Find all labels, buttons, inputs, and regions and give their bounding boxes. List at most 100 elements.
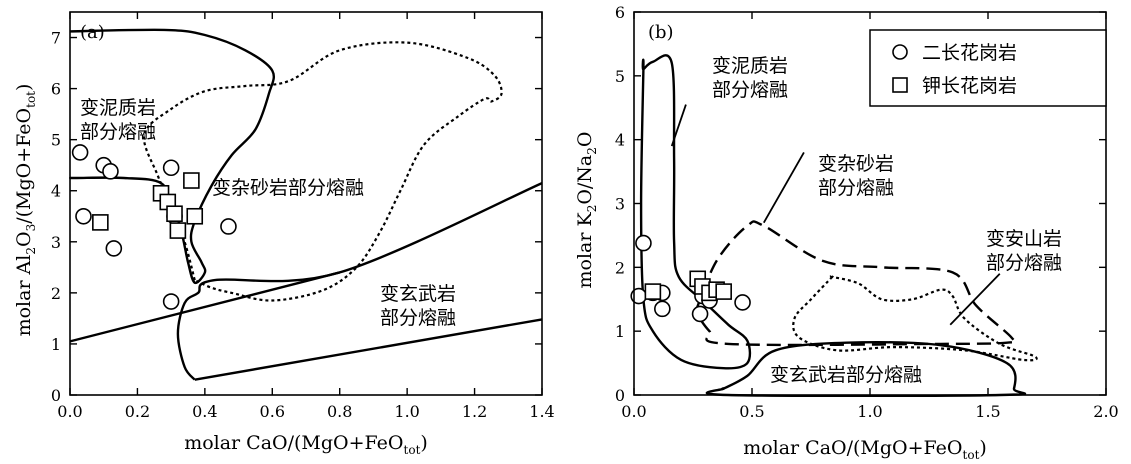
panel-b-region-pelite-line2: 部分熔融: [712, 79, 788, 101]
panel-a-region-2-boundary: [176, 182, 543, 381]
panel-b-point-circle: [691, 305, 709, 323]
panel-b-x-tick-label: 0.5: [739, 402, 764, 421]
panel-a-y-tick-label: 7: [51, 29, 61, 48]
panel-a-y-tick-label: 5: [51, 131, 61, 150]
panel-a-region-pelite-line1: 变泥质岩: [80, 97, 156, 119]
panel-a-x-axis-label-main: molar CaO/(MgO+FeO: [184, 432, 403, 454]
panel-b-y-axis-label-p2: O/Na: [574, 155, 596, 205]
panel-a-point-square: [169, 222, 187, 239]
panel-b-region-label-greywacke: 变杂砂岩 部分熔融: [818, 153, 900, 199]
panel-a-x-tick-label: 0.0: [57, 402, 82, 421]
panel-a-region-2-upper-line: [69, 271, 341, 343]
panel-a-x-tick-label: 0.8: [327, 402, 352, 421]
panel-a-x-tick-label: 1.0: [394, 402, 419, 421]
panel-a-x-tick-label: 1.2: [462, 402, 487, 421]
panel-a-point-circle: [102, 163, 119, 180]
panel-b-point-circle: [734, 294, 751, 311]
panel-b-region-2-boundary: [792, 273, 1038, 362]
panel-b-label: (b): [648, 22, 674, 43]
panel-b-x-tick-label: 1.5: [975, 402, 1000, 421]
legend-circle-marker: [892, 44, 908, 60]
panel-a-x-axis-label-sub: tot: [404, 443, 421, 457]
panel-b-y-axis-label-p0: molar K: [574, 212, 596, 289]
panel-b-y-tick-label: 1: [615, 322, 625, 341]
panel-b-y-tick-label: 3: [615, 195, 625, 214]
panel-b-point-square: [715, 283, 732, 300]
panel-b-x-tick-label: 1.0: [857, 402, 882, 421]
panel-b-y-tick-label: 6: [615, 3, 625, 22]
panel-a-point-circle: [71, 144, 89, 161]
panel-a-y-axis-label-p4: /(MgO+FeO: [13, 108, 35, 224]
panel-b-y-axis-label: molar K2O/Na2O: [574, 132, 599, 289]
panel-b-y-axis-label-p3: 2: [585, 147, 599, 155]
panel-a-x-tick-label: 0.4: [192, 402, 217, 421]
panel-a-region-label-greywacke: 变杂砂岩部分熔融: [212, 177, 364, 199]
panel-b-point-circle: [654, 300, 671, 318]
panel-a-region-2-lower-line: [194, 318, 543, 381]
legend-box: [869, 29, 1107, 107]
panel-b-points: [630, 234, 751, 323]
panel-a-y-axis-label-p3: 3: [24, 224, 38, 232]
panel-b-region-greywacke-line1: 变杂砂岩: [818, 153, 894, 175]
panel-b-region-1-boundary: [691, 220, 1017, 347]
panel-a-x-axis-label: molar CaO/(MgO+FeOtot): [184, 432, 428, 457]
panel-b-region-0-boundary: [639, 54, 752, 370]
panel-a-label: (a): [80, 22, 105, 43]
panel-a-chart: 0.0 0.2 0.4 0.6 0.8 1.0 1.2 1.4 0 1 2 3 4 5 6 7 (a) 变泥质…: [13, 11, 555, 457]
panel-b-point-square: [644, 283, 662, 300]
panel-a-y-axis-label-p5: tot: [24, 91, 38, 108]
panel-a-y-tick-label: 3: [51, 233, 61, 252]
panel-a-plot-frame: [69, 11, 543, 396]
panel-a-y-tick-label: 0: [51, 386, 61, 405]
panel-b-x-axis-label-main: molar CaO/(MgO+FeO: [743, 437, 962, 459]
legend-square-marker: [892, 77, 908, 93]
panel-a-points: [71, 144, 237, 310]
legend-label-syenogranite: 钾长花岗岩: [922, 75, 1017, 97]
panel-b-region-label-andesite: 变安山岩 部分熔融: [986, 228, 1068, 274]
panel-a-y-axis-label: molar Al2O3/(MgO+FeOtot): [13, 84, 38, 337]
panel-a-region-pelite-line2: 部分熔融: [80, 121, 156, 143]
panel-b-x-axis-label-sub: tot: [963, 448, 980, 462]
panel-a-x-tick-label: 1.4: [529, 402, 554, 421]
panel-b-region-label-basalt: 变玄武岩部分熔融: [770, 364, 922, 386]
panel-a-region-0-boundary: [69, 28, 276, 285]
panel-a-point-square: [186, 207, 204, 225]
panel-b-y-tick-label: 0: [615, 386, 625, 405]
panel-a-x-axis-label-end: ): [420, 432, 427, 454]
panel-a-region-1-boundary: [142, 41, 503, 302]
panel-b-point-circle: [635, 234, 652, 252]
panel-b-region-andesite-line1: 变安山岩: [986, 228, 1062, 250]
panel-a-y-tick-label: 6: [51, 80, 61, 99]
panel-a-x-tick-label: 0.6: [260, 402, 285, 421]
panel-a-point-square: [92, 214, 109, 231]
panel-a-point-circle: [75, 207, 92, 225]
panel-a-regions: [69, 28, 543, 381]
panel-b-region-andesite-line2: 部分熔融: [986, 252, 1062, 274]
panel-b-y-tick-label: 2: [615, 258, 625, 277]
panel-a-point-circle: [220, 218, 237, 235]
panel-b-region-greywacke-line2: 部分熔融: [818, 177, 894, 199]
legend: 二长花岗岩 钾长花岗岩: [869, 29, 1107, 107]
panel-b-region-label-pelite: 变泥质岩 部分熔融: [712, 55, 794, 101]
panel-b-x-tick-label: 2.0: [1093, 402, 1118, 421]
legend-label-monzogranite: 二长花岗岩: [922, 42, 1017, 64]
panel-a-x-tick-label: 0.2: [125, 402, 150, 421]
panel-b-x-axis-label: molar CaO/(MgO+FeOtot): [743, 437, 987, 462]
panel-b-label-leader-line: [949, 273, 1001, 326]
panel-a-y-axis-label-p0: molar Al: [13, 255, 35, 337]
panel-a-y-tick-label: 1: [51, 335, 61, 354]
panel-a-axes: 0.0 0.2 0.4 0.6 0.8 1.0 1.2 1.4 0 1 2 3 4 5 6 7: [51, 11, 555, 421]
panel-a-point-circle: [162, 159, 180, 177]
panel-b-label-leader-line: [763, 151, 805, 224]
panel-b-x-tick-label: 0.0: [621, 402, 646, 421]
panel-a-y-tick-label: 2: [51, 284, 61, 303]
panel-b-label-leader-line: [670, 104, 687, 147]
panel-a-y-axis-label-p2: O: [13, 231, 35, 247]
panel-a-y-tick-label: 4: [51, 182, 61, 201]
panel-b-y-axis-label-p1: 2: [585, 205, 599, 213]
panel-a-point-circle: [162, 293, 180, 310]
panel-a-point-square: [183, 172, 200, 189]
panel-b-region-pelite-line1: 变泥质岩: [712, 55, 788, 77]
panel-a-point-circle: [105, 240, 123, 257]
